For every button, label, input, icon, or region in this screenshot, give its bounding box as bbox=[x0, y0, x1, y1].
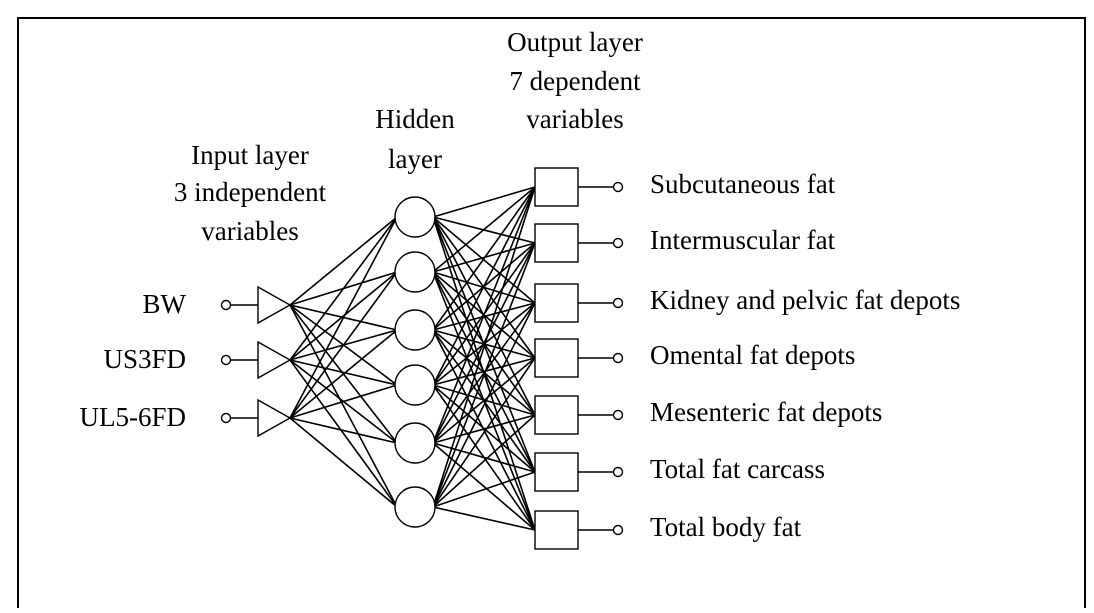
connection bbox=[289, 359, 398, 386]
output-label: Total fat carcass bbox=[650, 454, 825, 484]
input-terminal bbox=[220, 412, 232, 424]
connection bbox=[432, 302, 536, 508]
hidden-node bbox=[394, 486, 436, 528]
connection bbox=[289, 216, 398, 361]
connection bbox=[432, 506, 536, 531]
output-label: Omental fat depots bbox=[650, 340, 855, 370]
output-terminal bbox=[612, 181, 624, 193]
connection bbox=[289, 304, 398, 508]
connection bbox=[289, 271, 398, 419]
layer-title: layer bbox=[388, 144, 442, 174]
frame bbox=[17, 17, 1086, 608]
output-terminal bbox=[612, 237, 624, 249]
layer-title: Output layer bbox=[507, 27, 643, 57]
layer-title: variables bbox=[526, 104, 623, 134]
input-terminal bbox=[220, 299, 232, 311]
output-terminal bbox=[612, 466, 624, 478]
connection bbox=[432, 414, 536, 444]
connection bbox=[432, 357, 536, 508]
connection bbox=[432, 186, 536, 508]
output-terminal bbox=[612, 297, 624, 309]
connection bbox=[432, 186, 536, 386]
input-label: UL5-6FD bbox=[80, 402, 187, 432]
output-label: Intermuscular fat bbox=[650, 225, 836, 255]
layer-title: 3 independent bbox=[174, 177, 327, 207]
connection bbox=[432, 357, 536, 444]
output-terminal bbox=[612, 524, 624, 536]
hidden-node bbox=[394, 422, 436, 464]
output-label: Mesenteric fat depots bbox=[650, 397, 882, 427]
connection bbox=[432, 186, 536, 444]
connection bbox=[432, 471, 536, 508]
labels: BW US3FD UL5-6FD Subcutaneous fat Intermuscu… bbox=[80, 27, 961, 542]
connection bbox=[432, 242, 536, 444]
connection bbox=[289, 329, 398, 419]
hidden-node bbox=[394, 196, 436, 238]
output-node bbox=[534, 283, 579, 323]
connection bbox=[432, 186, 536, 273]
output-node bbox=[534, 338, 579, 378]
connection bbox=[289, 216, 398, 306]
connection bbox=[432, 242, 536, 508]
input-node bbox=[257, 340, 292, 380]
hidden-node bbox=[394, 364, 436, 406]
output-label: Kidney and pelvic fat depots bbox=[650, 285, 960, 315]
output-node bbox=[534, 452, 579, 492]
input-node bbox=[257, 398, 292, 438]
connection bbox=[432, 186, 536, 218]
connection bbox=[289, 417, 398, 508]
layer-title: variables bbox=[201, 216, 298, 246]
layer-title: Input layer bbox=[191, 140, 309, 170]
output-node bbox=[534, 223, 579, 263]
connection bbox=[432, 329, 536, 531]
connections bbox=[289, 186, 536, 531]
input-node bbox=[257, 285, 292, 325]
nodes bbox=[220, 167, 624, 550]
layer-title: 7 dependent bbox=[509, 66, 641, 96]
connection bbox=[432, 442, 536, 531]
hidden-node bbox=[394, 251, 436, 293]
connection bbox=[432, 186, 536, 331]
output-terminal bbox=[612, 352, 624, 364]
input-label: US3FD bbox=[103, 344, 186, 374]
input-label: BW bbox=[143, 289, 187, 319]
connection bbox=[432, 357, 536, 386]
connection bbox=[432, 442, 536, 473]
output-label: Subcutaneous fat bbox=[650, 169, 836, 199]
connection bbox=[289, 417, 398, 444]
connection bbox=[289, 216, 398, 419]
output-node bbox=[534, 395, 579, 435]
input-terminal bbox=[220, 354, 232, 366]
output-terminal bbox=[612, 409, 624, 421]
layer-title: Hidden bbox=[375, 104, 455, 134]
connection bbox=[289, 384, 398, 419]
connection bbox=[432, 414, 536, 508]
output-label: Total body fat bbox=[650, 512, 802, 542]
output-node bbox=[534, 167, 579, 207]
output-node bbox=[534, 510, 579, 550]
hidden-node bbox=[394, 309, 436, 351]
